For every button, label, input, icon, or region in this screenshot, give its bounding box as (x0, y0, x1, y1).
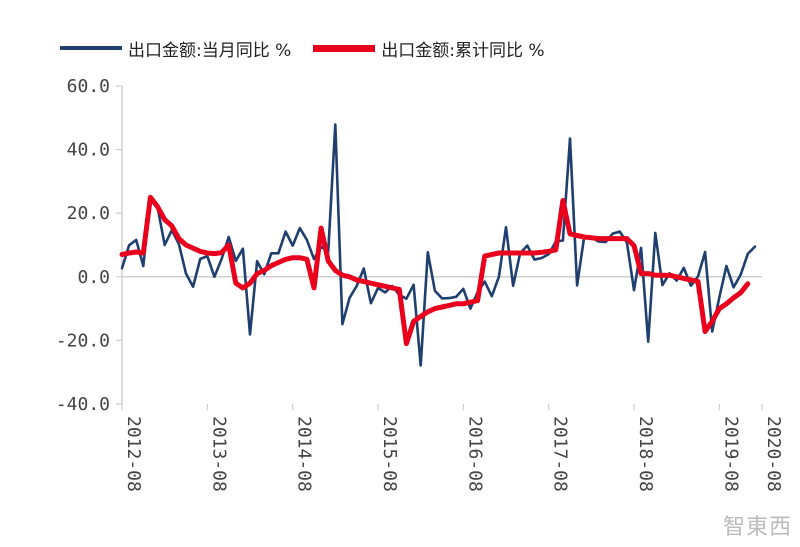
y-tick-label: 60.0 (67, 76, 110, 97)
series-line-cumulative (119, 194, 751, 347)
series-line-monthly (120, 123, 757, 367)
x-tick-label: 2017-08 (550, 416, 571, 492)
x-tick-label: 2019-08 (720, 416, 741, 492)
y-tick-label: 0.0 (77, 267, 110, 288)
legend-label-monthly: 出口金额:当月同比 % (128, 40, 292, 61)
x-tick-label: 2015-08 (379, 416, 400, 492)
legend-item-cumulative: 出口金额:累计同比 % (313, 36, 545, 61)
chart-legend: 出口金额:当月同比 % 出口金额:累计同比 % (60, 34, 567, 62)
legend-label-cumulative: 出口金额:累计同比 % (381, 40, 545, 61)
x-tick-label: 2014-08 (294, 416, 315, 492)
y-tick-label: 40.0 (67, 140, 110, 161)
x-tick-label: 2016-08 (464, 416, 485, 492)
y-tick-label: 20.0 (67, 203, 110, 224)
x-tick-label: 2013-08 (208, 416, 229, 492)
x-tick-label: 2012-08 (123, 416, 144, 492)
legend-swatch-cumulative (313, 44, 376, 52)
y-tick-label: -40.0 (56, 394, 110, 415)
y-tick-label: -20.0 (56, 330, 110, 351)
legend-swatch-monthly (60, 46, 122, 50)
x-tick-label: 2018-08 (635, 416, 656, 492)
watermark-logo: 智東西 (722, 515, 792, 540)
legend-item-monthly: 出口金额:当月同比 % (60, 36, 291, 61)
x-tick-label: 2020-08 (763, 416, 784, 492)
